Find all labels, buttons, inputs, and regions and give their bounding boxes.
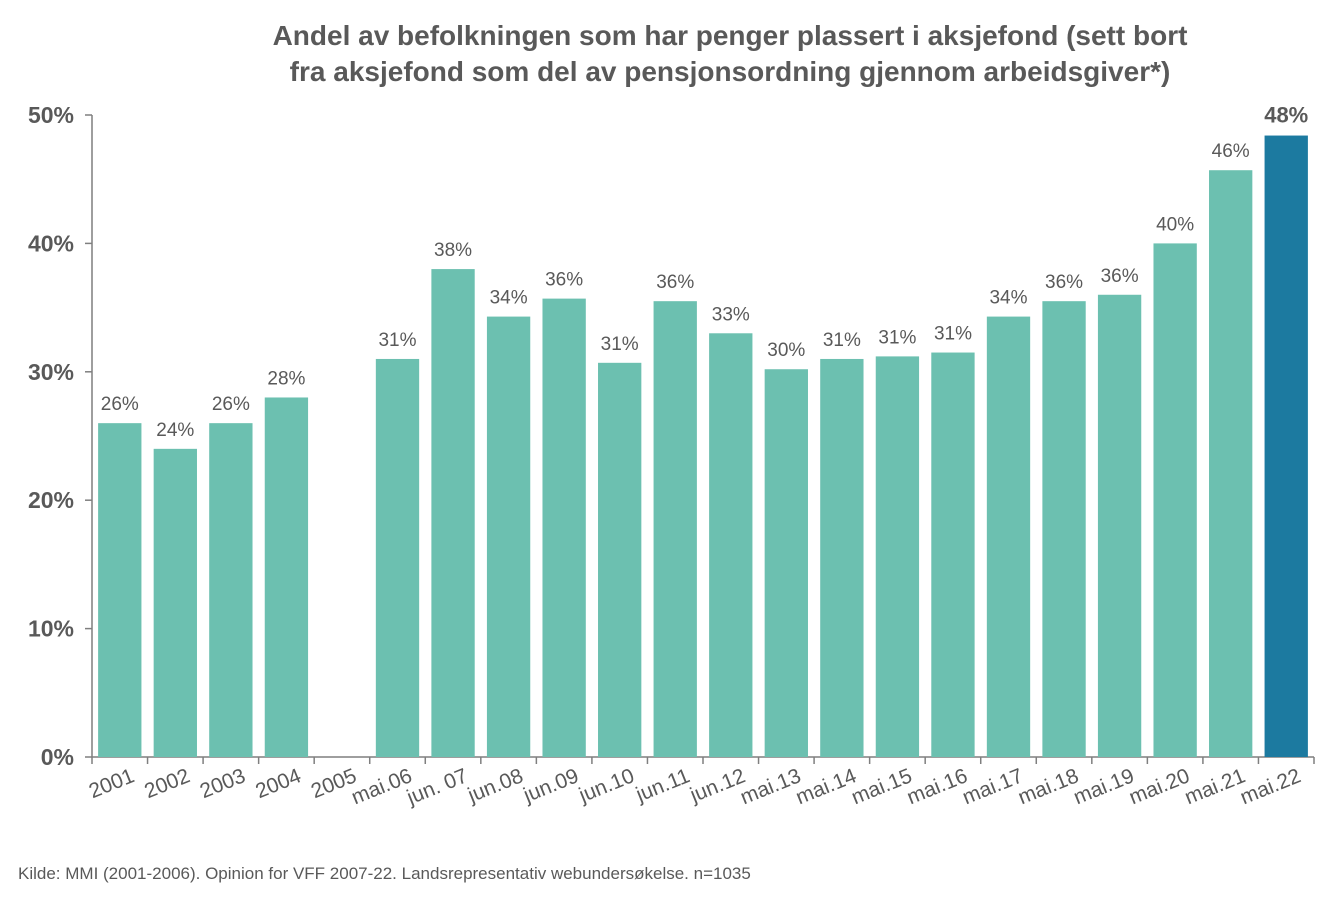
data-label: 28% — [267, 368, 305, 389]
bar — [375, 358, 420, 757]
data-label: 36% — [545, 270, 583, 291]
bar — [486, 316, 531, 757]
data-label: 40% — [1156, 214, 1194, 235]
data-label: 34% — [989, 288, 1027, 309]
bar — [709, 333, 753, 757]
data-label: 31% — [601, 334, 639, 355]
bar — [153, 448, 197, 757]
bar — [264, 397, 309, 757]
data-label: 31% — [823, 330, 861, 351]
x-tick-label: 2002 — [141, 764, 193, 803]
x-tick-label: 2001 — [86, 764, 138, 803]
data-label: 31% — [378, 330, 416, 351]
source-note: Kilde: MMI (2001-2006). Opinion for VFF … — [18, 864, 751, 883]
bar — [931, 352, 975, 757]
data-label: 31% — [878, 327, 916, 348]
x-tick-label: 2003 — [197, 764, 249, 803]
data-label: 36% — [1045, 272, 1083, 293]
data-label: 34% — [490, 288, 528, 309]
x-tick-label: 2004 — [252, 764, 304, 803]
data-label: 26% — [212, 394, 250, 415]
y-tick-label: 40% — [28, 230, 74, 256]
y-tick-label: 30% — [28, 359, 74, 385]
data-label: 48% — [1264, 103, 1308, 128]
x-tick-label: jun.11 — [632, 764, 693, 807]
data-label: 46% — [1212, 141, 1250, 162]
bar — [986, 316, 1031, 757]
data-label: 31% — [934, 324, 972, 345]
bar — [1042, 301, 1086, 757]
data-label: 36% — [656, 272, 694, 293]
bar — [653, 301, 697, 757]
bar — [98, 423, 142, 757]
bar — [820, 358, 864, 757]
x-tick-label: jun.10 — [575, 764, 638, 807]
bar — [875, 356, 920, 757]
bar — [1209, 170, 1253, 757]
x-tick-label: jun.12 — [686, 764, 749, 807]
chart-title-line-1: Andel av befolkningen som har penger pla… — [272, 20, 1188, 51]
data-label: 38% — [434, 240, 472, 261]
y-tick-label: 50% — [28, 102, 74, 128]
chart-title: Andel av befolkningen som har penger pla… — [180, 18, 1280, 90]
bar — [209, 423, 253, 757]
bar-chart: 0% 10% 20% 30% 40% 50% 26% 2001 24% 2002 26% 2003 28… — [28, 102, 1315, 810]
x-tick-label: jun.09 — [519, 764, 582, 807]
data-label: 33% — [712, 304, 750, 325]
bar — [542, 298, 586, 757]
bar — [1097, 294, 1142, 757]
x-tick-label: jun.08 — [464, 764, 527, 807]
bar — [431, 269, 475, 757]
y-tick-label: 0% — [41, 744, 74, 770]
data-label: 26% — [101, 394, 139, 415]
data-label: 36% — [1101, 266, 1139, 287]
bar — [764, 369, 808, 757]
chart-title-line-2: fra aksjefond som del av pensjonsordning… — [289, 56, 1171, 87]
bar — [1153, 243, 1197, 757]
x-tick-label: jun. 07 — [403, 764, 471, 809]
y-tick-label: 20% — [28, 487, 74, 513]
bar — [598, 362, 642, 757]
data-label: 30% — [767, 340, 805, 361]
x-tick-label: mai.22 — [1237, 764, 1304, 809]
data-label: 24% — [156, 420, 194, 441]
bar — [1264, 135, 1308, 757]
y-tick-label: 10% — [28, 616, 74, 642]
